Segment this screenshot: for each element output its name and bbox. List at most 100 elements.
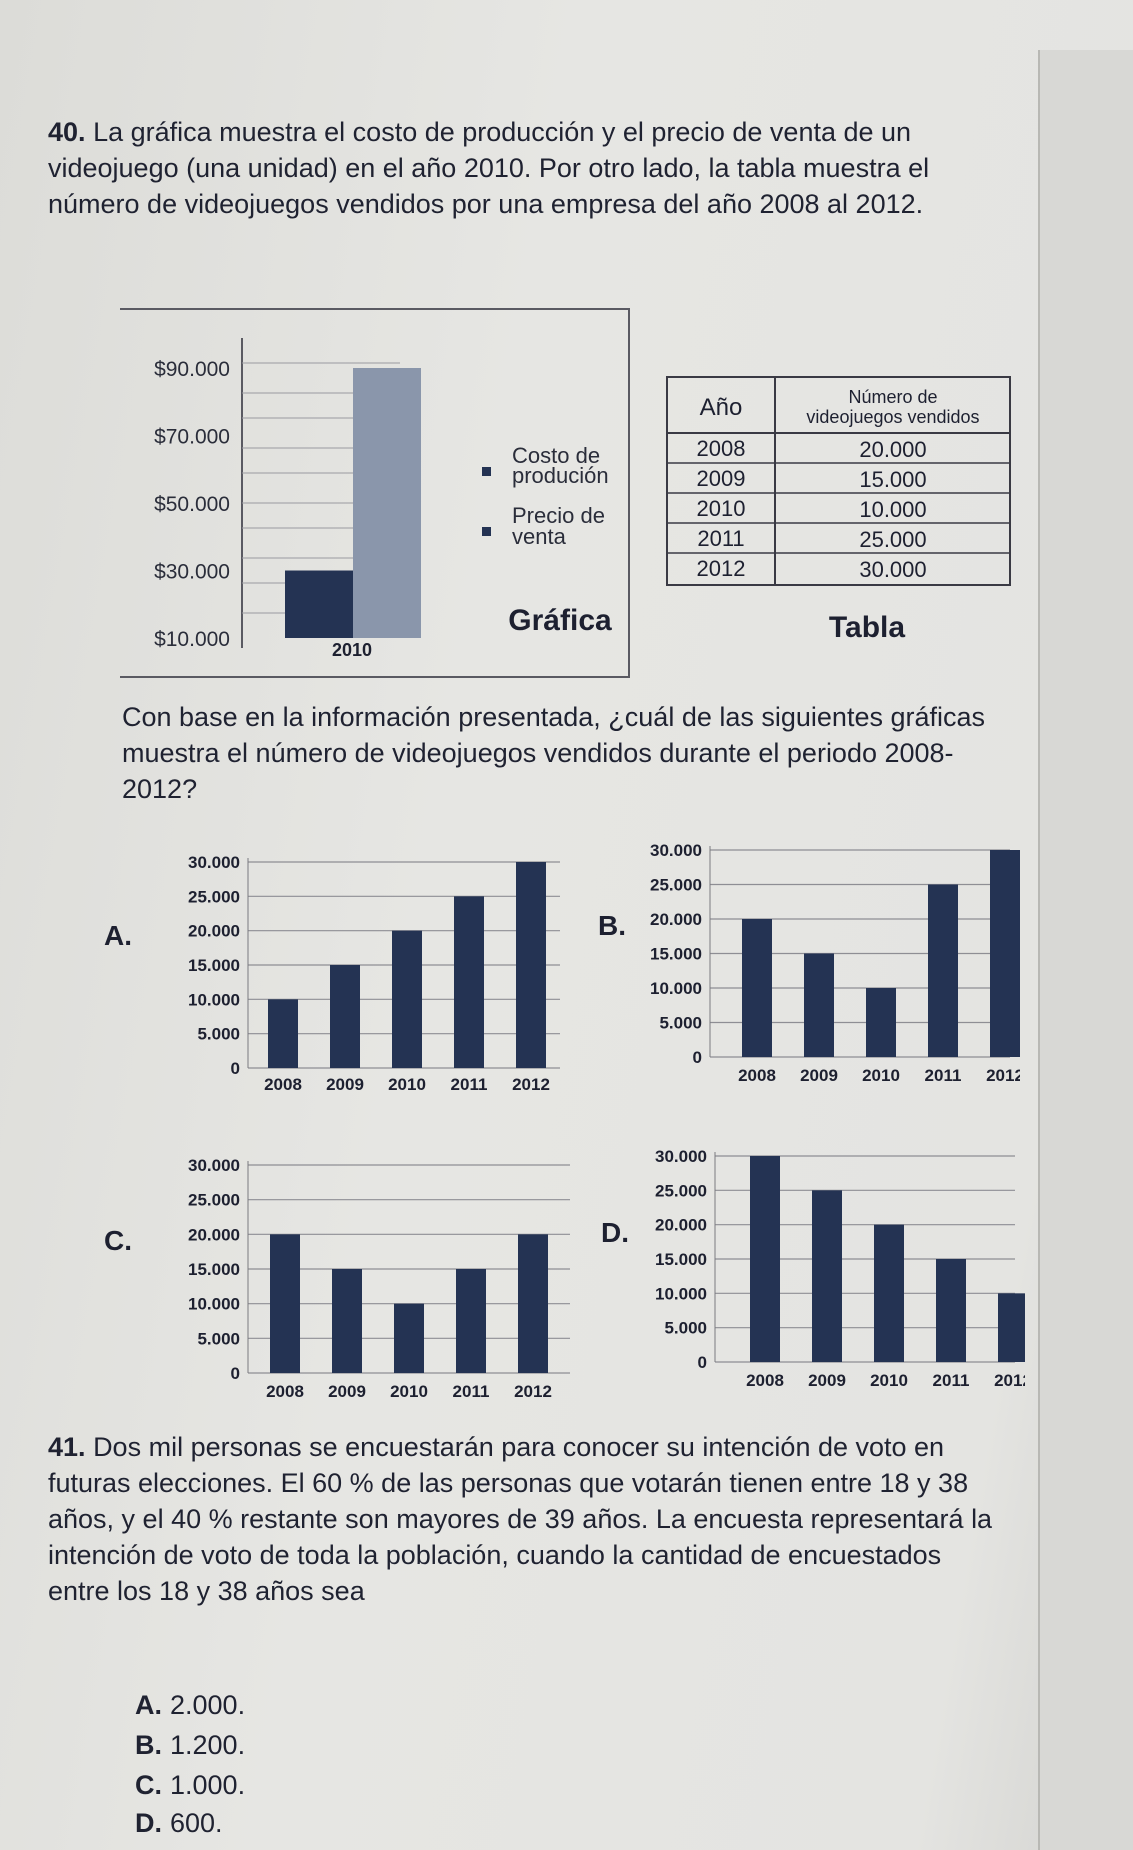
- x-tick-label: 2011: [933, 1371, 970, 1390]
- x-tick-label: 2008: [264, 1075, 302, 1094]
- bar-2009: [330, 965, 360, 1068]
- table-cell-count: 10.000: [859, 497, 926, 522]
- y-tick-label: 15.000: [650, 945, 702, 964]
- y-tick-label: 20.000: [188, 1225, 240, 1244]
- table-cell-year: 2012: [697, 556, 746, 581]
- x-tick-label: 2009: [800, 1066, 838, 1085]
- main-chart-frame: [120, 308, 630, 678]
- option-letter-c: C.: [104, 1225, 132, 1256]
- bar-2009: [332, 1269, 362, 1373]
- bar-2009: [812, 1190, 842, 1362]
- y-tick-label: 30.000: [655, 1147, 707, 1166]
- x-tick-label: 2010: [862, 1066, 900, 1085]
- y-tick-label: 30.000: [188, 1156, 240, 1175]
- q41-option-c-text: 1.000.: [170, 1770, 246, 1800]
- y-tick-label: 0: [698, 1353, 707, 1372]
- legend-label-costo: Costo de: [512, 443, 600, 468]
- q41-block: 41. Dos mil personas se encuestarán para…: [48, 1430, 1008, 1610]
- table-cell-count: 15.000: [859, 467, 926, 492]
- y-tick-label: 0: [231, 1364, 240, 1383]
- y-tick-label: 0: [231, 1059, 240, 1078]
- option-letter-d: D.: [601, 1217, 629, 1248]
- y-tick-label: 15.000: [188, 1260, 240, 1279]
- bar-2008: [270, 1234, 300, 1373]
- y-tick-label: 10.000: [188, 1295, 240, 1314]
- answer-chart-d[interactable]: D. 0 5.000 10.000 15.000 20.000 25.000 30.000 20…: [595, 1140, 1025, 1405]
- answer-chart-c[interactable]: C. 0 5.000 10.000 15.000 20.000 25.000 30.000 20…: [100, 1145, 580, 1410]
- table-caption: Tabla: [829, 611, 905, 644]
- table-cell-count: 30.000: [859, 557, 926, 582]
- y-tick-label: 5.000: [664, 1319, 707, 1338]
- q40-number: 40.: [48, 117, 86, 147]
- y-tick-label: 5.000: [659, 1014, 702, 1033]
- x-tick-label: 2011: [453, 1382, 490, 1401]
- table-header-count-2: videojuegos vendidos: [806, 407, 979, 427]
- legend-swatch-precio: [482, 527, 491, 536]
- table-cell-count: 25.000: [859, 527, 926, 552]
- bar-2010: [874, 1224, 904, 1362]
- table-cell-year: 2008: [697, 436, 746, 461]
- main-y-tick-label: $70.000: [154, 426, 230, 449]
- q41-option-b-letter: B.: [135, 1730, 162, 1760]
- q41-option-b-text: 1.200.: [170, 1730, 246, 1760]
- table-cell-year: 2011: [697, 526, 744, 551]
- bar-2011: [936, 1259, 966, 1362]
- q41-option-a[interactable]: A. 2.000.: [135, 1690, 245, 1721]
- q41-option-c[interactable]: C. 1.000.: [135, 1770, 245, 1801]
- x-tick-label: 2012: [514, 1382, 552, 1401]
- x-tick-label: 2010: [390, 1382, 428, 1401]
- bar-2011: [456, 1269, 486, 1373]
- y-tick-label: 25.000: [650, 876, 702, 895]
- x-tick-label: 2012: [994, 1371, 1025, 1390]
- x-tick-label: 2011: [925, 1066, 962, 1085]
- y-tick-label: 0: [693, 1048, 702, 1067]
- q41-text: Dos mil personas se encuestarán para con…: [48, 1432, 993, 1606]
- q41-option-d-text: 600.: [170, 1808, 223, 1838]
- main-y-tick-label: $30.000: [154, 561, 230, 584]
- legend-swatch-costo: [482, 467, 491, 476]
- legend-label-costo-2: produción: [512, 463, 609, 488]
- main-bar-costo: [285, 570, 353, 638]
- y-tick-label: 10.000: [655, 1284, 707, 1303]
- legend-label-precio-2: venta: [512, 524, 567, 549]
- q40-intro: 40. La gráfica muestra el costo de produ…: [48, 115, 1008, 223]
- main-bar-precio: [353, 368, 421, 638]
- table-cell-year: 2009: [697, 466, 746, 491]
- y-tick-label: 5.000: [197, 1025, 240, 1044]
- y-tick-label: 25.000: [188, 887, 240, 906]
- answer-chart-a[interactable]: A. 0 5.000 10.000 15.000 20.000 25.000 30.000 20…: [100, 840, 580, 1100]
- bar-2010: [866, 988, 896, 1057]
- option-letter-b: B.: [598, 910, 626, 941]
- bar-2008: [268, 999, 298, 1068]
- x-tick-label: 2009: [328, 1382, 366, 1401]
- table-cell-year: 2010: [697, 496, 746, 521]
- x-tick-label: 2008: [738, 1066, 776, 1085]
- bar-2010: [392, 930, 422, 1068]
- q40-intro-text: La gráfica muestra el costo de producció…: [48, 117, 930, 219]
- x-tick-label: 2009: [326, 1075, 364, 1094]
- q40-question: Con base en la información presentada, ¿…: [122, 702, 985, 804]
- q41-option-c-letter: C.: [135, 1770, 162, 1800]
- y-tick-label: 10.000: [650, 979, 702, 998]
- x-tick-label: 2008: [746, 1371, 784, 1390]
- answer-chart-b[interactable]: B. 0 5.000 10.000 15.000 20.000 25.000 30.000 20…: [590, 835, 1020, 1095]
- main-x-tick-label: 2010: [332, 640, 372, 660]
- legend-label-precio: Precio de: [512, 503, 605, 528]
- y-tick-label: 30.000: [188, 853, 240, 872]
- q41-option-b[interactable]: B. 1.200.: [135, 1730, 245, 1761]
- y-tick-label: 10.000: [188, 990, 240, 1009]
- table-border: [666, 376, 1011, 586]
- q41-option-d[interactable]: D. 600.: [135, 1808, 223, 1839]
- y-tick-label: 25.000: [188, 1191, 240, 1210]
- x-tick-label: 2012: [986, 1066, 1020, 1085]
- bar-2012: [518, 1234, 548, 1373]
- main-chart-title: Gráfica: [508, 604, 612, 637]
- option-letter-a: A.: [104, 920, 132, 951]
- y-tick-label: 20.000: [655, 1216, 707, 1235]
- bar-2009: [804, 953, 834, 1057]
- x-tick-label: 2011: [451, 1075, 488, 1094]
- y-tick-label: 20.000: [650, 910, 702, 929]
- x-tick-label: 2010: [870, 1371, 908, 1390]
- bar-2011: [454, 896, 484, 1068]
- q41-option-a-text: 2.000.: [170, 1690, 246, 1720]
